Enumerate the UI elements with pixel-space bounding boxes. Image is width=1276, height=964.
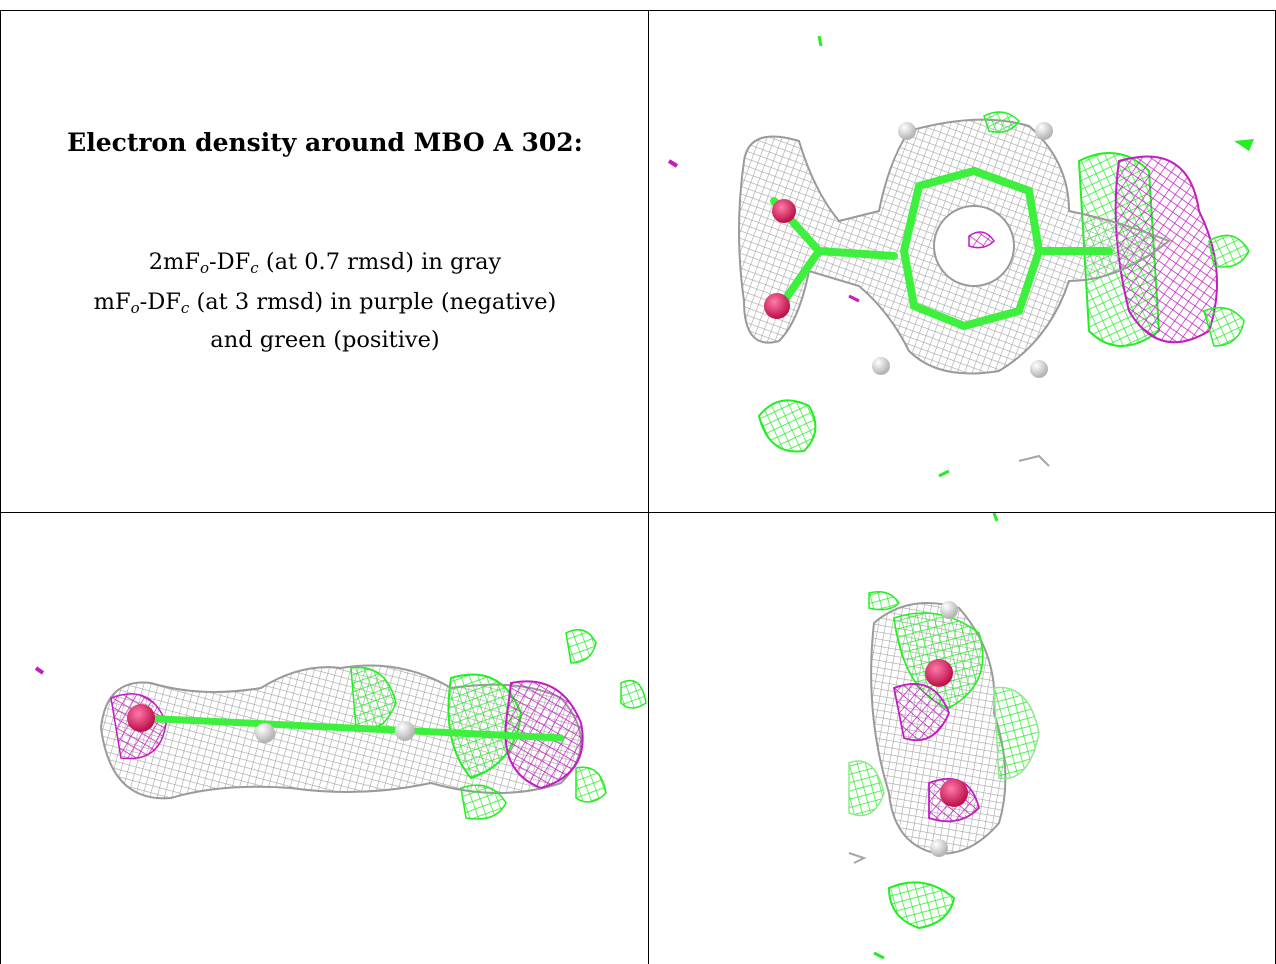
panel-face-view (649, 11, 1275, 512)
caption-line-mfo: mFo-DFc (at 3 rmsd) in purple (negative) (93, 289, 557, 317)
electron-density-map-edge-view (34, 628, 647, 820)
left-border (0, 10, 1, 964)
figure-title: Electron density around MBO A 302: (67, 128, 583, 157)
oxygen-atom (772, 199, 796, 223)
caption-line-colors: and green (positive) (210, 327, 440, 353)
electron-density-map-face-view (667, 35, 1254, 478)
middle-divider (0, 512, 1276, 513)
center-divider (648, 10, 649, 964)
caption-line-2mfo: 2mFo-DFc (at 0.7 rmsd) in gray (148, 249, 502, 277)
electron-density-map-end-view (848, 513, 1040, 960)
oxygen-atom (764, 293, 790, 319)
panel-edge-view (1, 513, 648, 964)
caption-cell: Electron density around MBO A 302: 2mFo-… (1, 11, 648, 512)
top-border (0, 10, 1276, 11)
panel-end-view (649, 513, 1275, 964)
